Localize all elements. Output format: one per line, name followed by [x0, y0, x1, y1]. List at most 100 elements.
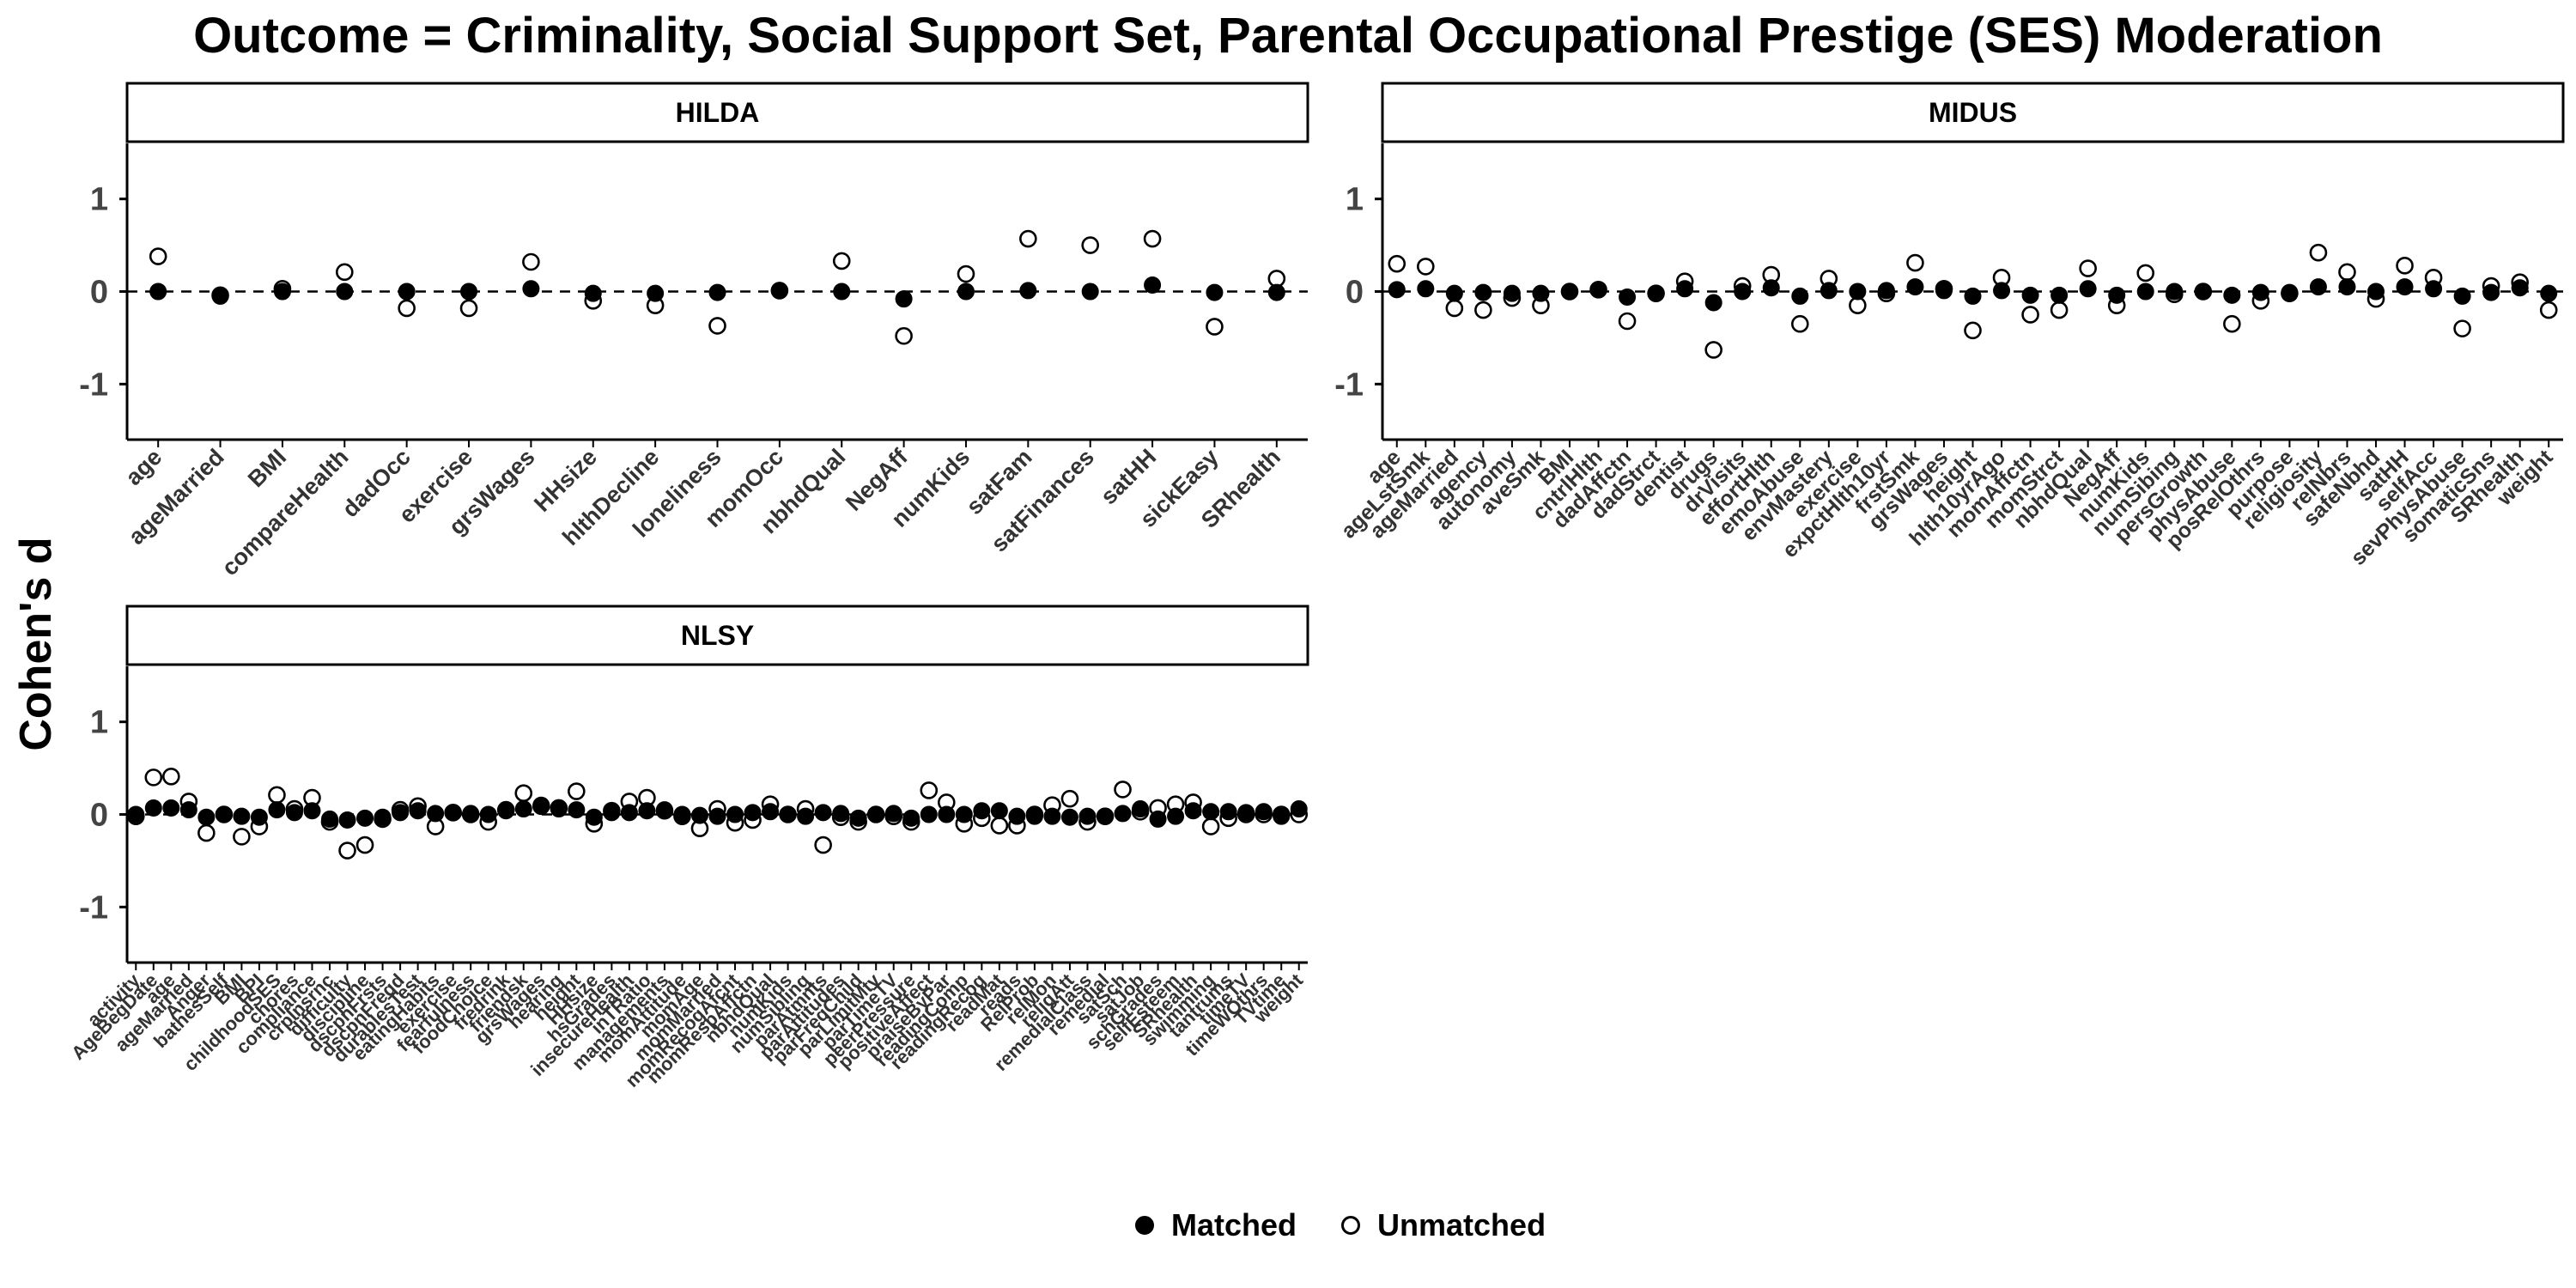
- midus-matched-point: [2194, 283, 2212, 301]
- hilda-matched-point: [1267, 283, 1285, 301]
- midus-matched-point: [1734, 283, 1752, 301]
- hilda-matched-point: [647, 284, 665, 302]
- nlsy-matched-point: [1290, 800, 1308, 818]
- hilda-x-tick-label: BMI: [243, 444, 291, 492]
- nlsy-matched-point: [532, 796, 550, 814]
- hilda-unmatched-point: [1143, 229, 1162, 248]
- nlsy-matched-point: [338, 811, 356, 829]
- midus-matched-point: [1532, 284, 1550, 302]
- nlsy-matched-point: [620, 804, 638, 822]
- nlsy-unmatched-point: [338, 841, 356, 860]
- nlsy-matched-point: [162, 799, 180, 817]
- nlsy-matched-point: [1043, 807, 1061, 825]
- nlsy-matched-point: [127, 805, 145, 823]
- nlsy-matched-point: [832, 805, 850, 823]
- midus-matched-point: [1560, 283, 1578, 301]
- midus-unmatched-point: [2223, 314, 2241, 333]
- midus-matched-point: [2079, 280, 2097, 298]
- midus-matched-point: [1906, 278, 1924, 296]
- nlsy-matched-point: [973, 802, 991, 820]
- nlsy-matched-point: [867, 805, 885, 823]
- nlsy-unmatched-point: [1060, 789, 1079, 808]
- nlsy-matched-point: [920, 805, 938, 823]
- nlsy-matched-point: [568, 801, 586, 819]
- nlsy-matched-point: [215, 805, 233, 823]
- midus-matched-point: [1762, 279, 1780, 297]
- nlsy-unmatched-point: [1201, 817, 1220, 835]
- midus-matched-point: [2396, 278, 2414, 296]
- nlsy-matched-point: [708, 807, 726, 825]
- nlsy-unmatched-point: [568, 782, 586, 800]
- nlsy-matched-point: [285, 804, 303, 822]
- hilda-unmatched-point: [1206, 318, 1224, 336]
- midus-unmatched-point: [1474, 301, 1492, 319]
- nlsy-matched-point: [1167, 807, 1185, 825]
- nlsy-matched-point: [1096, 807, 1114, 825]
- nlsy-matched-point: [250, 808, 268, 826]
- nlsy-unmatched-point: [1114, 781, 1132, 799]
- nlsy-y-tick-label: -1: [79, 890, 108, 926]
- midus-matched-point: [2367, 283, 2385, 301]
- nlsy-matched-point: [638, 802, 656, 820]
- midus-matched-point: [1647, 284, 1665, 302]
- midus-matched-point: [1445, 284, 1463, 302]
- hilda-matched-point: [833, 283, 851, 301]
- nlsy-matched-point: [356, 809, 374, 827]
- nlsy-matched-point: [1273, 807, 1291, 825]
- nlsy-unmatched-point: [144, 769, 163, 787]
- midus-y-tick-label: -1: [1334, 367, 1364, 403]
- nlsy-matched-point: [1132, 800, 1150, 818]
- hilda-matched-point: [1081, 283, 1099, 301]
- nlsy-matched-point: [409, 802, 427, 820]
- nlsy-matched-point: [726, 805, 744, 823]
- hilda-matched-point: [584, 284, 602, 302]
- chart-title: Outcome = Criminality, Social Support Se…: [193, 8, 2383, 64]
- midus-matched-point: [1993, 282, 2011, 300]
- nlsy-matched-point: [1060, 808, 1078, 826]
- nlsy-matched-point: [444, 804, 462, 822]
- nlsy-matched-point: [268, 801, 286, 819]
- hilda-strip-label: HILDA: [676, 97, 760, 128]
- nlsy-matched-point: [427, 805, 445, 823]
- hilda-matched-point: [1019, 282, 1037, 300]
- hilda-matched-point: [1206, 283, 1224, 301]
- midus-strip: [1381, 82, 2565, 143]
- midus-matched-point: [1935, 282, 1953, 300]
- hilda-unmatched-point: [335, 263, 354, 282]
- midus-unmatched-point: [2338, 263, 2356, 282]
- midus-strip-label: MIDUS: [1929, 97, 2017, 128]
- nlsy-unmatched-point: [355, 835, 374, 854]
- nlsy-strip: [125, 605, 1309, 666]
- midus-matched-point: [1964, 287, 1982, 305]
- midus-matched-point: [1619, 288, 1637, 306]
- midus-matched-point: [2511, 279, 2529, 297]
- hilda-unmatched-point: [895, 326, 913, 345]
- midus-matched-point: [1589, 281, 1607, 299]
- hilda-matched-point: [895, 290, 913, 308]
- nlsy-matched-point: [814, 804, 832, 822]
- nlsy-matched-point: [1255, 803, 1273, 821]
- hilda-y-tick-label: -1: [79, 367, 108, 403]
- nlsy-matched-point: [144, 799, 162, 817]
- nlsy-unmatched-point: [990, 817, 1009, 835]
- nlsy-y-tick-label: 1: [90, 705, 108, 741]
- nlsy-matched-point: [479, 805, 497, 823]
- midus-matched-point: [2223, 286, 2241, 304]
- nlsy-matched-point: [374, 808, 392, 826]
- legend-matched-marker: [1135, 1216, 1154, 1235]
- legend-unmatched-label: Unmatched: [1377, 1207, 1546, 1242]
- hilda-unmatched-point: [398, 299, 416, 318]
- midus-matched-point: [1791, 287, 1809, 305]
- hilda-x-tick-label: age: [120, 444, 167, 490]
- midus-matched-point: [1676, 280, 1694, 298]
- hilda-unmatched-point: [459, 299, 478, 318]
- midus-matched-point: [2453, 287, 2471, 305]
- midus-matched-point: [2050, 286, 2069, 304]
- nlsy-matched-point: [497, 802, 515, 820]
- midus-unmatched-point: [1704, 341, 1722, 359]
- hilda-unmatched-point: [708, 317, 726, 335]
- midus-matched-point: [1474, 283, 1492, 301]
- nlsy-unmatched-point: [233, 828, 251, 846]
- midus-matched-point: [2021, 286, 2039, 304]
